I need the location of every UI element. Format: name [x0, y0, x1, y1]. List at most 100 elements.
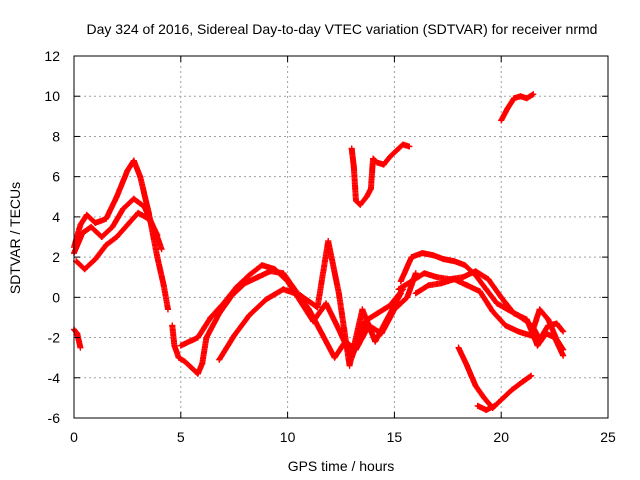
data-point: [109, 223, 116, 230]
data-point: [451, 276, 458, 283]
data-point: [103, 242, 110, 249]
data-point: [171, 342, 178, 349]
data-point: [88, 223, 95, 230]
data-point: [74, 330, 81, 337]
data-point: [113, 193, 120, 200]
data-point: [502, 322, 509, 329]
data-point: [419, 250, 426, 257]
data-point: [489, 308, 496, 315]
data-point: [553, 336, 560, 343]
series-track-c: [73, 209, 161, 273]
data-point: [154, 231, 161, 238]
data-point: [476, 288, 483, 295]
axis-ticks: 0 5 10 15 20 25 -6 -4 -2 0 2 4 6 8 10 12: [44, 48, 616, 445]
data-point: [536, 306, 543, 313]
data-point: [553, 320, 560, 327]
data-point: [372, 338, 379, 345]
y-tick-label: 6: [52, 169, 60, 185]
data-point: [160, 282, 167, 289]
data-point: [464, 282, 471, 289]
data-point: [246, 272, 253, 279]
data-point: [194, 334, 201, 341]
data-point: [451, 258, 458, 265]
data-point: [393, 147, 400, 154]
data-point: [530, 91, 537, 98]
data-point: [511, 310, 518, 317]
series-track-n: [348, 141, 413, 208]
data-point: [103, 215, 110, 222]
plot-frame: [73, 55, 609, 419]
series-track-k: [412, 276, 567, 353]
data-point: [440, 256, 447, 263]
data-point: [363, 193, 370, 200]
data-point: [331, 354, 338, 361]
data-point: [297, 298, 304, 305]
data-point: [560, 346, 567, 353]
data-point: [412, 290, 419, 297]
data-point: [164, 306, 171, 313]
data-point: [483, 406, 490, 413]
data-point: [233, 284, 240, 291]
data-points: [71, 91, 567, 413]
data-point: [493, 300, 500, 307]
data-point: [474, 402, 481, 409]
data-point: [318, 330, 325, 337]
data-point: [517, 93, 524, 100]
x-tick-label: 15: [387, 429, 403, 445]
data-point: [560, 328, 567, 335]
data-point: [335, 326, 342, 333]
data-point: [335, 290, 342, 297]
marker-trail: [498, 91, 537, 124]
data-point: [534, 342, 541, 349]
x-tick-label: 10: [280, 429, 296, 445]
series-track-h: [216, 238, 404, 369]
data-point: [387, 153, 394, 160]
data-point: [481, 394, 488, 401]
data-point: [79, 229, 86, 236]
series-track-m: [474, 402, 498, 413]
data-point: [130, 195, 137, 202]
y-tick-label: -6: [48, 410, 61, 426]
y-tick-label: 12: [44, 48, 60, 64]
data-point: [472, 268, 479, 275]
x-tick-label: 5: [177, 429, 185, 445]
data-point: [374, 310, 381, 317]
data-point: [395, 286, 402, 293]
data-point: [412, 270, 419, 277]
data-point: [515, 328, 522, 335]
data-point: [459, 274, 466, 281]
data-point: [113, 234, 120, 240]
data-point: [352, 197, 359, 204]
data-point: [177, 342, 184, 349]
y-tick-label: 2: [52, 249, 60, 265]
data-point: [130, 157, 137, 164]
data-point: [523, 316, 530, 323]
data-point: [560, 352, 567, 359]
data-point: [258, 262, 265, 269]
data-point: [511, 95, 518, 102]
data-point: [498, 117, 505, 124]
y-tick-label: -4: [48, 370, 61, 386]
data-point: [81, 266, 88, 273]
series-track-j: [395, 268, 567, 359]
data-point: [92, 256, 99, 263]
data-point: [543, 330, 550, 337]
data-point: [472, 382, 479, 389]
data-point: [455, 344, 462, 351]
data-point: [246, 312, 253, 319]
data-point: [77, 344, 84, 351]
y-tick-label: 4: [52, 209, 60, 225]
data-point: [359, 306, 366, 313]
data-point: [346, 362, 353, 369]
series-track-d: [71, 326, 84, 351]
data-point: [498, 294, 505, 301]
chart-title: Day 324 of 2016, Sidereal Day-to-day VTE…: [87, 21, 598, 37]
data-point: [135, 209, 142, 216]
data-point: [357, 201, 364, 208]
y-tick-label: 8: [52, 128, 60, 144]
data-point: [203, 334, 210, 341]
data-point: [491, 402, 498, 409]
data-point: [485, 276, 492, 283]
data-point: [397, 290, 404, 297]
data-point: [545, 316, 552, 323]
